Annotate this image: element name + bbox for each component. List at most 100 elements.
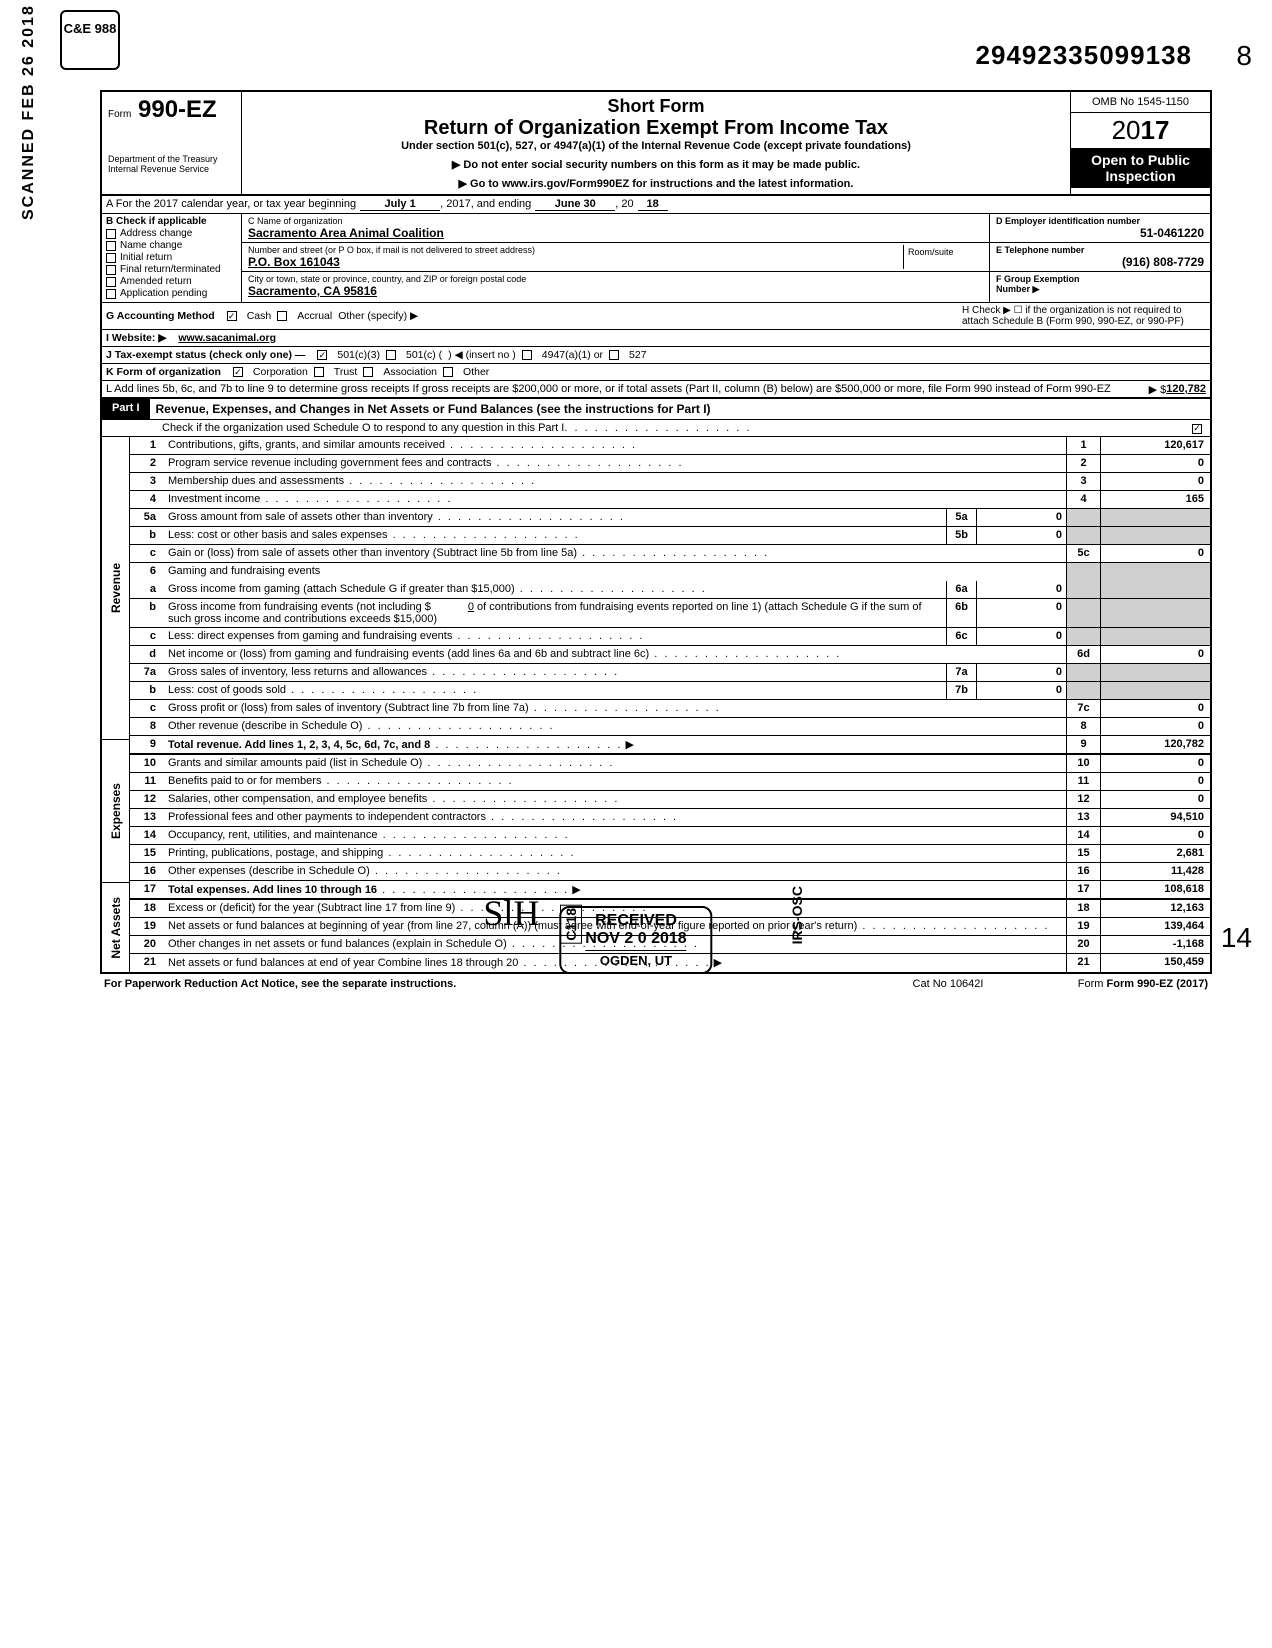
row-a-yr: 18 xyxy=(638,198,668,211)
form-ref: Form Form 990-EZ (2017) xyxy=(1048,978,1208,990)
cb-501c[interactable] xyxy=(386,350,396,360)
ssn-note: ▶ Do not enter social security numbers o… xyxy=(248,158,1064,171)
line-21-amount: 150,459 xyxy=(1100,954,1210,972)
part-1-title: Revenue, Expenses, and Changes in Net As… xyxy=(150,399,1210,419)
section-revenue: Revenue xyxy=(102,437,130,739)
row-j-tax-status: J Tax-exempt status (check only one) — ✓… xyxy=(102,347,1210,364)
other-org-label: Other xyxy=(463,366,489,378)
tax-year: 2017 xyxy=(1071,113,1210,148)
form-title: Return of Organization Exempt From Incom… xyxy=(248,117,1064,140)
line-10-amount: 0 xyxy=(1100,755,1210,772)
cb-address-change[interactable]: Address change xyxy=(106,228,237,239)
line-6c: c Less: direct expenses from gaming and … xyxy=(130,628,1210,646)
accrual-label: Accrual xyxy=(297,310,332,322)
line-13-amount: 94,510 xyxy=(1100,809,1210,826)
row-k-form-org: K Form of organization ✓ Corporation Trus… xyxy=(102,364,1210,381)
form-number: 990-EZ xyxy=(138,96,217,123)
line-14: 14 Occupancy, rent, utilities, and maint… xyxy=(130,827,1210,845)
row-a-begin: July 1 xyxy=(360,198,440,211)
group-exempt-num: Number ▶ xyxy=(996,284,1204,295)
cb-final-return[interactable]: Final return/terminated xyxy=(106,264,237,275)
cb-501c3[interactable]: ✓ xyxy=(317,350,327,360)
cb-schedule-o[interactable]: ✓ xyxy=(1192,424,1202,434)
row-a-prefix: A For the 2017 calendar year, or tax yea… xyxy=(106,198,356,211)
cb-527[interactable] xyxy=(609,350,619,360)
cb-amended[interactable]: Amended return xyxy=(106,276,237,287)
lines-table: Revenue Expenses Net Assets 1 Contributi… xyxy=(102,437,1210,972)
line-6: 6 Gaming and fundraising events xyxy=(130,563,1210,581)
website: www.sacanimal.org xyxy=(178,332,276,344)
org-name-label: C Name of organization xyxy=(248,216,983,226)
page-num-top: 8 xyxy=(1236,40,1252,72)
cb-app-pending[interactable]: Application pending xyxy=(106,288,237,299)
cb-trust[interactable] xyxy=(314,367,324,377)
line-15-amount: 2,681 xyxy=(1100,845,1210,862)
row-l-text: L Add lines 5b, 6c, and 7b to line 9 to … xyxy=(106,383,1111,395)
line-6d-amount: 0 xyxy=(1100,646,1210,663)
cb-corp[interactable]: ✓ xyxy=(233,367,243,377)
col-b-checkboxes: B Check if applicable Address change Nam… xyxy=(102,214,242,302)
row-a-suffix: , 20 xyxy=(615,198,633,211)
line-20-amount: -1,168 xyxy=(1100,936,1210,953)
room-label: Room/suite xyxy=(908,247,979,257)
trust-label: Trust xyxy=(334,366,358,378)
line-17-amount: 108,618 xyxy=(1100,881,1210,898)
ein-label: D Employer identification number xyxy=(996,216,1204,226)
omb-number: OMB No 1545-1150 xyxy=(1071,92,1210,113)
header-right: OMB No 1545-1150 2017 Open to Public Ins… xyxy=(1070,92,1210,194)
line-2: 2 Program service revenue including gove… xyxy=(130,455,1210,473)
form-subtitle: Under section 501(c), 527, or 4947(a)(1)… xyxy=(248,140,1064,152)
ein: 51-0461220 xyxy=(996,226,1204,240)
section-expenses: Expenses xyxy=(102,739,130,882)
row-h: H Check ▶ ☐ if the organization is not r… xyxy=(956,305,1206,327)
line-7a: 7a Gross sales of inventory, less return… xyxy=(130,664,1210,682)
line-3: 3 Membership dues and assessments 3 0 xyxy=(130,473,1210,491)
527-label: 527 xyxy=(629,349,647,361)
year-bold: 17 xyxy=(1141,115,1170,145)
line-15: 15 Printing, publications, postage, and … xyxy=(130,845,1210,863)
scan-stamp: SCANNED FEB 26 2018 xyxy=(20,4,38,220)
cb-cash[interactable]: ✓ xyxy=(227,311,237,321)
line-1: 1 Contributions, gifts, grants, and simi… xyxy=(130,437,1210,455)
cash-label: Cash xyxy=(247,310,272,322)
line-11: 11 Benefits paid to or for members 11 0 xyxy=(130,773,1210,791)
4947-label: 4947(a)(1) or xyxy=(542,349,603,361)
line-9: 9 Total revenue. Add lines 1, 2, 3, 4, 5… xyxy=(130,736,1210,755)
line-14-amount: 0 xyxy=(1100,827,1210,844)
header-left: Form 990-EZ Department of the Treasury I… xyxy=(102,92,242,194)
form-header: Form 990-EZ Department of the Treasury I… xyxy=(102,92,1210,196)
stamp-location: OGDEN, UT xyxy=(585,950,686,968)
cb-accrual[interactable] xyxy=(277,311,287,321)
form-org-label: K Form of organization xyxy=(106,366,221,378)
line-19-amount: 139,464 xyxy=(1100,918,1210,935)
corp-label: Corporation xyxy=(253,366,308,378)
line-9-amount: 120,782 xyxy=(1100,736,1210,753)
cb-name-change[interactable]: Name change xyxy=(106,240,237,251)
line-6b: b Gross income from fundraising events (… xyxy=(130,599,1210,628)
city: Sacramento, CA 95816 xyxy=(248,284,983,298)
row-g-accounting: G Accounting Method ✓Cash Accrual Other … xyxy=(102,303,1210,330)
cb-initial-return[interactable]: Initial return xyxy=(106,252,237,263)
line-3-amount: 0 xyxy=(1100,473,1210,490)
short-form-label: Short Form xyxy=(248,96,1064,117)
line-12: 12 Salaries, other compensation, and emp… xyxy=(130,791,1210,809)
url-note: ▶ Go to www.irs.gov/Form990EZ for instru… xyxy=(248,177,1064,190)
line-6a: a Gross income from gaming (attach Sched… xyxy=(130,581,1210,599)
line-4: 4 Investment income 4 165 xyxy=(130,491,1210,509)
row-i-website: I Website: ▶ www.sacanimal.org xyxy=(102,330,1210,347)
assoc-label: Association xyxy=(383,366,437,378)
cb-other-org[interactable] xyxy=(443,367,453,377)
line-18-amount: 12,163 xyxy=(1100,900,1210,917)
col-b-header: B Check if applicable xyxy=(106,216,237,227)
stamp-received: RECEIVED xyxy=(585,912,686,930)
year-prefix: 20 xyxy=(1112,115,1141,145)
part-1-sub: Check if the organization used Schedule … xyxy=(102,420,1210,437)
phone-label: E Telephone number xyxy=(996,245,1204,255)
cb-assoc[interactable] xyxy=(363,367,373,377)
cb-4947[interactable] xyxy=(522,350,532,360)
signature: SlH xyxy=(483,892,539,934)
line-17: 17 Total expenses. Add lines 10 through … xyxy=(130,881,1210,900)
col-c-org: C Name of organization Sacramento Area A… xyxy=(242,214,990,302)
line-5b: b Less: cost or other basis and sales ex… xyxy=(130,527,1210,545)
row-a-tax-year: A For the 2017 calendar year, or tax yea… xyxy=(102,196,1210,214)
